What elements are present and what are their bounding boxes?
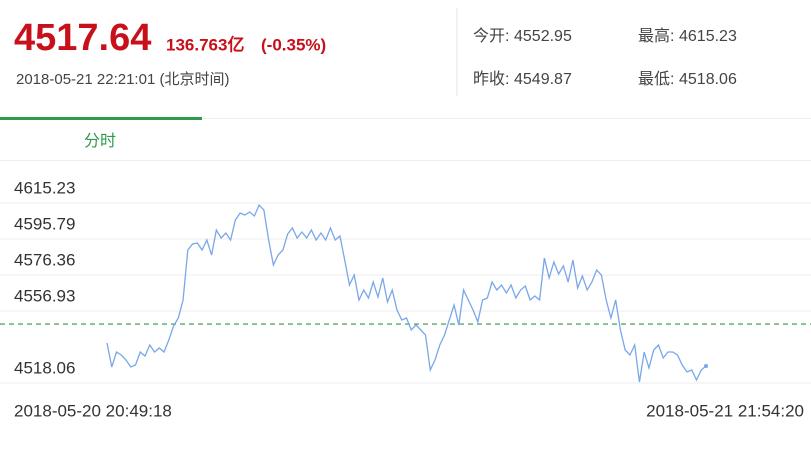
stat-label: 昨收: bbox=[473, 70, 509, 88]
last-point bbox=[704, 363, 708, 368]
tab[interactable]: 分时 bbox=[84, 132, 116, 150]
x-end-label: 2018-05-21 21:54:20 bbox=[646, 401, 804, 420]
tab-indicator bbox=[0, 117, 202, 120]
y-tick-label: 4576.36 bbox=[14, 250, 75, 269]
price: 4517.64 bbox=[14, 17, 151, 59]
x-start-label: 2018-05-20 20:49:18 bbox=[14, 401, 172, 420]
stat-value: 4549.87 bbox=[514, 71, 572, 88]
y-tick-label: 4615.23 bbox=[14, 178, 75, 197]
y-tick-label: 4556.93 bbox=[14, 286, 75, 305]
change-pct: (-0.35%) bbox=[261, 35, 326, 54]
stat-label: 今开: bbox=[473, 27, 509, 45]
stat-label: 最低: bbox=[638, 70, 674, 88]
stat-label: 最高: bbox=[638, 27, 674, 45]
turnover: 136.763亿 bbox=[166, 34, 244, 54]
y-tick-label: 4518.06 bbox=[14, 358, 75, 377]
plot: 4615.23 4595.79 4576.36 4556.93 4518.06 bbox=[0, 178, 811, 384]
stat-value: 4552.95 bbox=[514, 28, 572, 45]
y-tick-label: 4595.79 bbox=[14, 214, 75, 233]
quote-time: 2018-05-21 22:21:01 (北京时间) bbox=[16, 71, 229, 88]
price-line bbox=[106, 203, 707, 383]
stat-value: 4518.06 bbox=[679, 71, 737, 88]
stat-value: 4615.23 bbox=[679, 28, 737, 45]
